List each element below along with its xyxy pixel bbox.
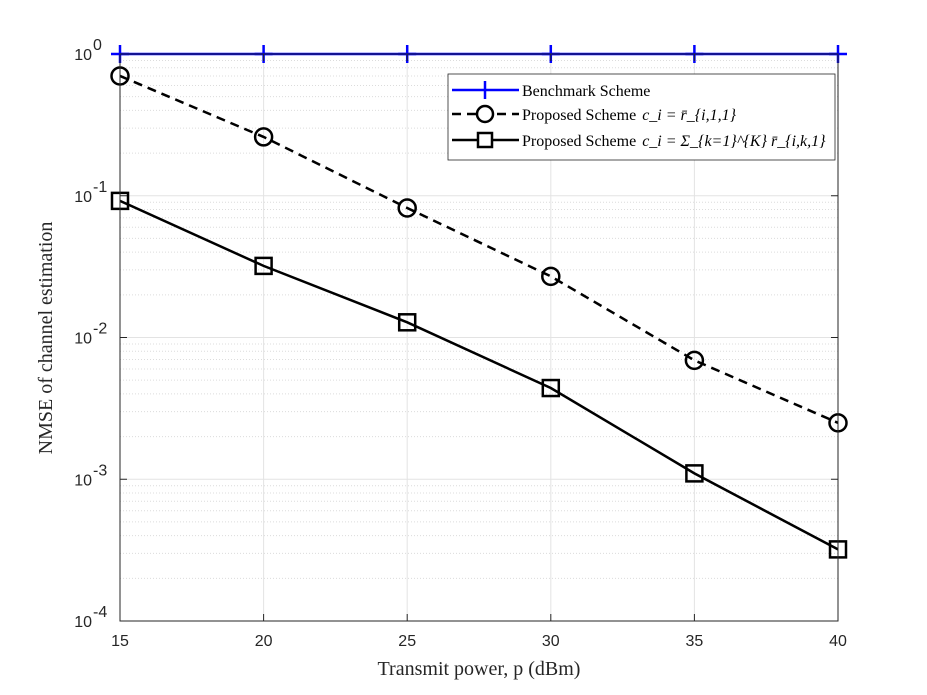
y-tick-exponent: 0 [93,37,102,54]
legend-text-proposed-1: Proposed Scheme [522,107,636,124]
data-point-square [397,313,417,332]
legend-math-proposed-2: c_i = Σ_{k=1}^{K} r̄_{i,k,1} [642,133,826,150]
x-tick-label: 25 [398,633,416,650]
series-line-2 [119,199,839,551]
x-tick-label: 40 [829,633,847,650]
legend-marker-proposed-2 [476,131,494,149]
data-point-circle [397,198,417,218]
data-point-square [254,256,273,276]
legend-entry-benchmark: Benchmark Scheme [452,81,650,100]
legend-entry-proposed-2: Proposed Scheme c_i = Σ_{k=1}^{K} r̄_{i,k… [452,131,826,150]
y-tick-exponent: -4 [93,604,107,621]
legend-math-proposed-1: c_i = r̄_{i,1,1} [642,107,736,124]
data-point-circle [684,350,705,371]
x-tick-label: 35 [686,633,704,650]
y-tick-label: 10 [74,189,92,206]
data-point-square [685,464,704,483]
y-tick-label: 10 [74,331,92,348]
legend-label-benchmark: Benchmark Scheme [522,83,650,100]
legend-box [447,73,836,161]
legend-label-proposed-2: Proposed Scheme c_i = Σ_{k=1}^{K} r̄_{i,k… [522,133,826,150]
data-point-circle [253,127,274,147]
x-tick-label: 20 [255,633,273,650]
legend-label-proposed-1: Proposed Scheme c_i = r̄_{i,1,1} [522,107,737,124]
y-tick-exponent: -2 [93,321,107,338]
legend-marker-proposed-1 [475,104,495,124]
y-tick-exponent: -3 [93,462,107,479]
legend-text-proposed-2: Proposed Scheme [522,133,636,150]
y-tick-label: 10 [74,472,92,489]
y-tick-label: 10 [74,47,92,64]
y-axis-label: NMSE of channel estimation [35,222,57,455]
series-line-1 [119,74,839,424]
legend: Benchmark Scheme Proposed Scheme c_i = r̄… [447,73,836,161]
x-tick-label: 30 [542,633,560,650]
x-axis-label: Transmit power, p (dBm) [378,658,581,680]
y-tick-exponent: -1 [93,179,107,196]
x-tick-label: 15 [111,633,129,650]
legend-entry-proposed-1: Proposed Scheme c_i = r̄_{i,1,1} [452,104,737,124]
data-point-circle [541,266,561,287]
data-point-square [541,378,561,398]
y-tick-label: 10 [74,614,92,631]
